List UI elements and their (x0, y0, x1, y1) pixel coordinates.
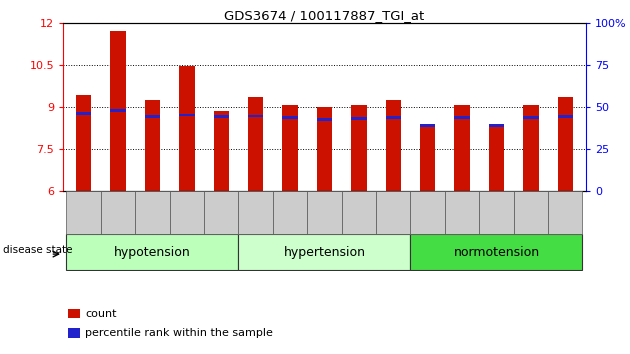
Text: hypotension: hypotension (114, 246, 191, 259)
FancyBboxPatch shape (411, 234, 583, 270)
Bar (110, 109, 126, 112)
Bar (110, 31, 126, 191)
Bar (386, 99, 401, 191)
Bar (76, 95, 91, 191)
Bar (454, 105, 470, 191)
Bar (454, 116, 470, 119)
Bar (145, 99, 160, 191)
Bar (179, 114, 195, 116)
Bar (179, 65, 195, 191)
Title: GDS3674 / 100117887_TGI_at: GDS3674 / 100117887_TGI_at (224, 9, 425, 22)
Bar (523, 116, 539, 119)
Bar (282, 105, 298, 191)
Bar (145, 115, 160, 118)
Bar (248, 115, 263, 118)
Bar (386, 116, 401, 119)
Bar (76, 112, 91, 115)
Bar (317, 107, 332, 191)
Text: normotension: normotension (454, 246, 539, 259)
Bar (523, 105, 539, 191)
FancyBboxPatch shape (238, 234, 411, 270)
Bar (558, 115, 573, 118)
Bar (214, 111, 229, 191)
Text: disease state: disease state (3, 245, 72, 255)
Bar (489, 125, 504, 127)
Bar (214, 115, 229, 118)
Bar (489, 126, 504, 191)
Text: percentile rank within the sample: percentile rank within the sample (85, 328, 273, 338)
Bar (282, 116, 298, 119)
Bar (351, 105, 367, 191)
Bar (351, 117, 367, 120)
Text: count: count (85, 309, 117, 319)
Bar (420, 124, 435, 127)
Bar (68, 329, 80, 338)
FancyBboxPatch shape (66, 234, 238, 270)
Text: hypertension: hypertension (284, 246, 365, 259)
Bar (248, 97, 263, 191)
Bar (420, 125, 435, 191)
Bar (558, 97, 573, 191)
Bar (317, 118, 332, 121)
Bar (68, 309, 80, 318)
